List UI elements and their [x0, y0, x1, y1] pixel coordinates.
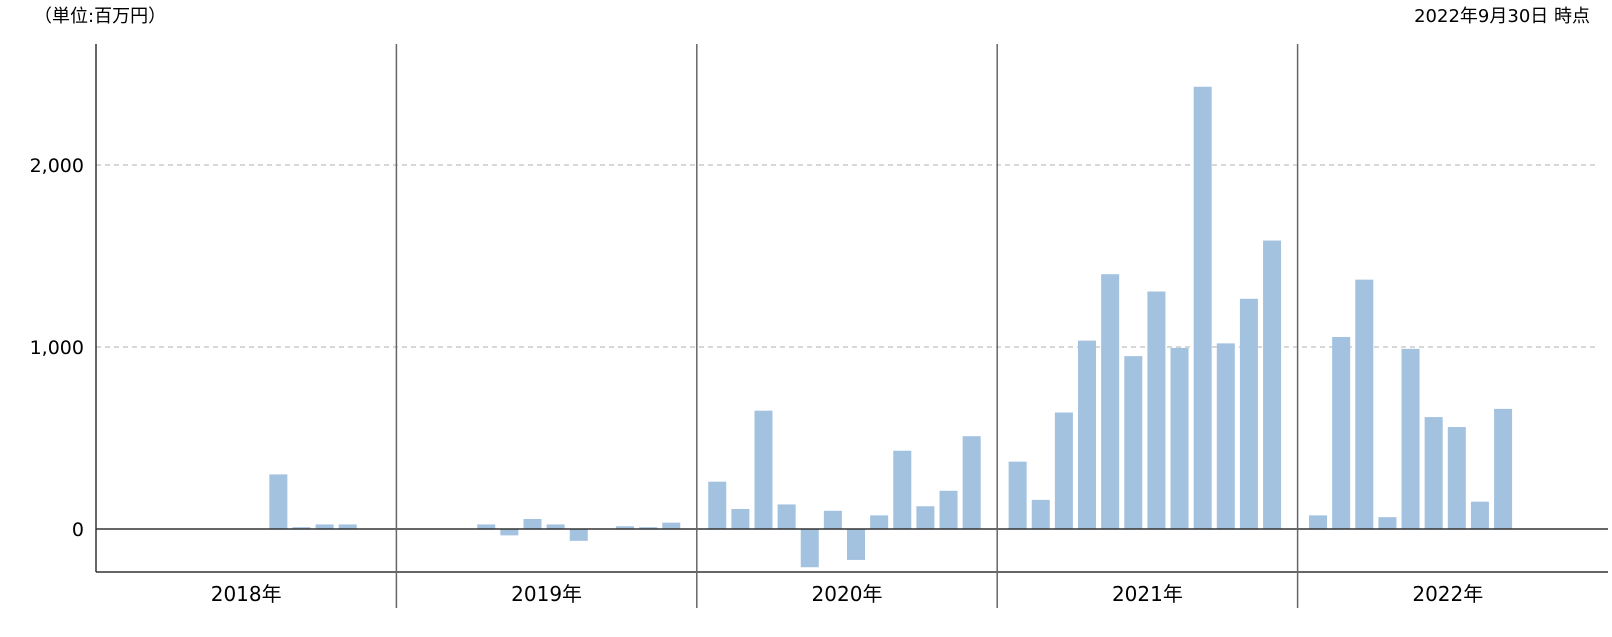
bar-2022年-1: [1309, 515, 1328, 529]
bar-2019年-11: [639, 527, 658, 529]
bar-2018年-9: [292, 527, 311, 529]
bar-2022年-4: [1378, 517, 1397, 529]
x-year-label-0: 2018年: [211, 582, 282, 606]
bar-2020年-9: [893, 450, 912, 529]
bar-2022年-3: [1355, 279, 1374, 529]
bar-2022年-8: [1470, 501, 1489, 529]
x-year-label-4: 2022年: [1412, 582, 1483, 606]
bar-2022年-5: [1401, 348, 1420, 529]
bar-2022年-7: [1447, 427, 1466, 529]
bar-2020年-10: [916, 506, 935, 529]
axes: [95, 44, 1608, 608]
bar-2021年-10: [1216, 343, 1235, 529]
bar-2022年-9: [1494, 408, 1513, 529]
bar-2021年-7: [1147, 291, 1166, 529]
bar-2021年-4: [1078, 340, 1097, 529]
bar-2019年-8: [569, 529, 588, 541]
bar-2022年-2: [1332, 336, 1351, 529]
bar-2020年-6: [823, 510, 842, 529]
bar-2021年-12: [1263, 240, 1282, 529]
bar-2020年-5: [800, 529, 819, 568]
bar-2020年-11: [939, 490, 958, 529]
bar-2021年-6: [1124, 356, 1143, 529]
bar-2018年-11: [338, 524, 357, 529]
bar-2020年-3: [754, 410, 773, 529]
bar-2020年-8: [870, 515, 889, 529]
bar-2019年-6: [523, 518, 542, 529]
bar-2020年-12: [962, 436, 981, 529]
bar-2021年-9: [1193, 86, 1212, 530]
bar-2018年-8: [269, 474, 288, 529]
bar-2021年-8: [1170, 347, 1189, 529]
bar-2019年-4: [477, 524, 496, 529]
bar-2022年-6: [1424, 417, 1443, 529]
y-tick-label-1000: 1,000: [30, 337, 84, 359]
unit-label: （単位:百万円）: [34, 6, 166, 27]
bar-2021年-1: [1008, 461, 1027, 529]
bar-2020年-7: [847, 529, 866, 560]
x-year-label-3: 2021年: [1112, 582, 1183, 606]
bar-2020年-4: [777, 504, 796, 529]
bar-2019年-12: [662, 522, 681, 529]
y-tick-label-0: 0: [72, 519, 84, 541]
axis-labels: 0 1,000 2,000 2018年 2019年 2020年 2021年 2022年: [30, 155, 1484, 606]
bar-2019年-7: [546, 524, 565, 529]
as-of-date-label: 2022年9月30日 時点: [1414, 6, 1590, 27]
bar-2020年-2: [731, 508, 750, 529]
bar-2019年-5: [500, 529, 519, 536]
bar-2021年-3: [1054, 412, 1073, 529]
y-tick-label-2000: 2,000: [30, 155, 84, 177]
bar-2018年-10: [315, 524, 334, 529]
bar-2019年-10: [615, 526, 635, 529]
bar-2020年-1: [708, 481, 727, 529]
x-year-label-2: 2020年: [812, 582, 883, 606]
bar-2021年-5: [1101, 274, 1120, 529]
bar-2021年-2: [1031, 499, 1050, 529]
x-year-label-1: 2019年: [511, 582, 582, 606]
bars: [269, 86, 1513, 568]
bar-2021年-11: [1239, 298, 1258, 529]
